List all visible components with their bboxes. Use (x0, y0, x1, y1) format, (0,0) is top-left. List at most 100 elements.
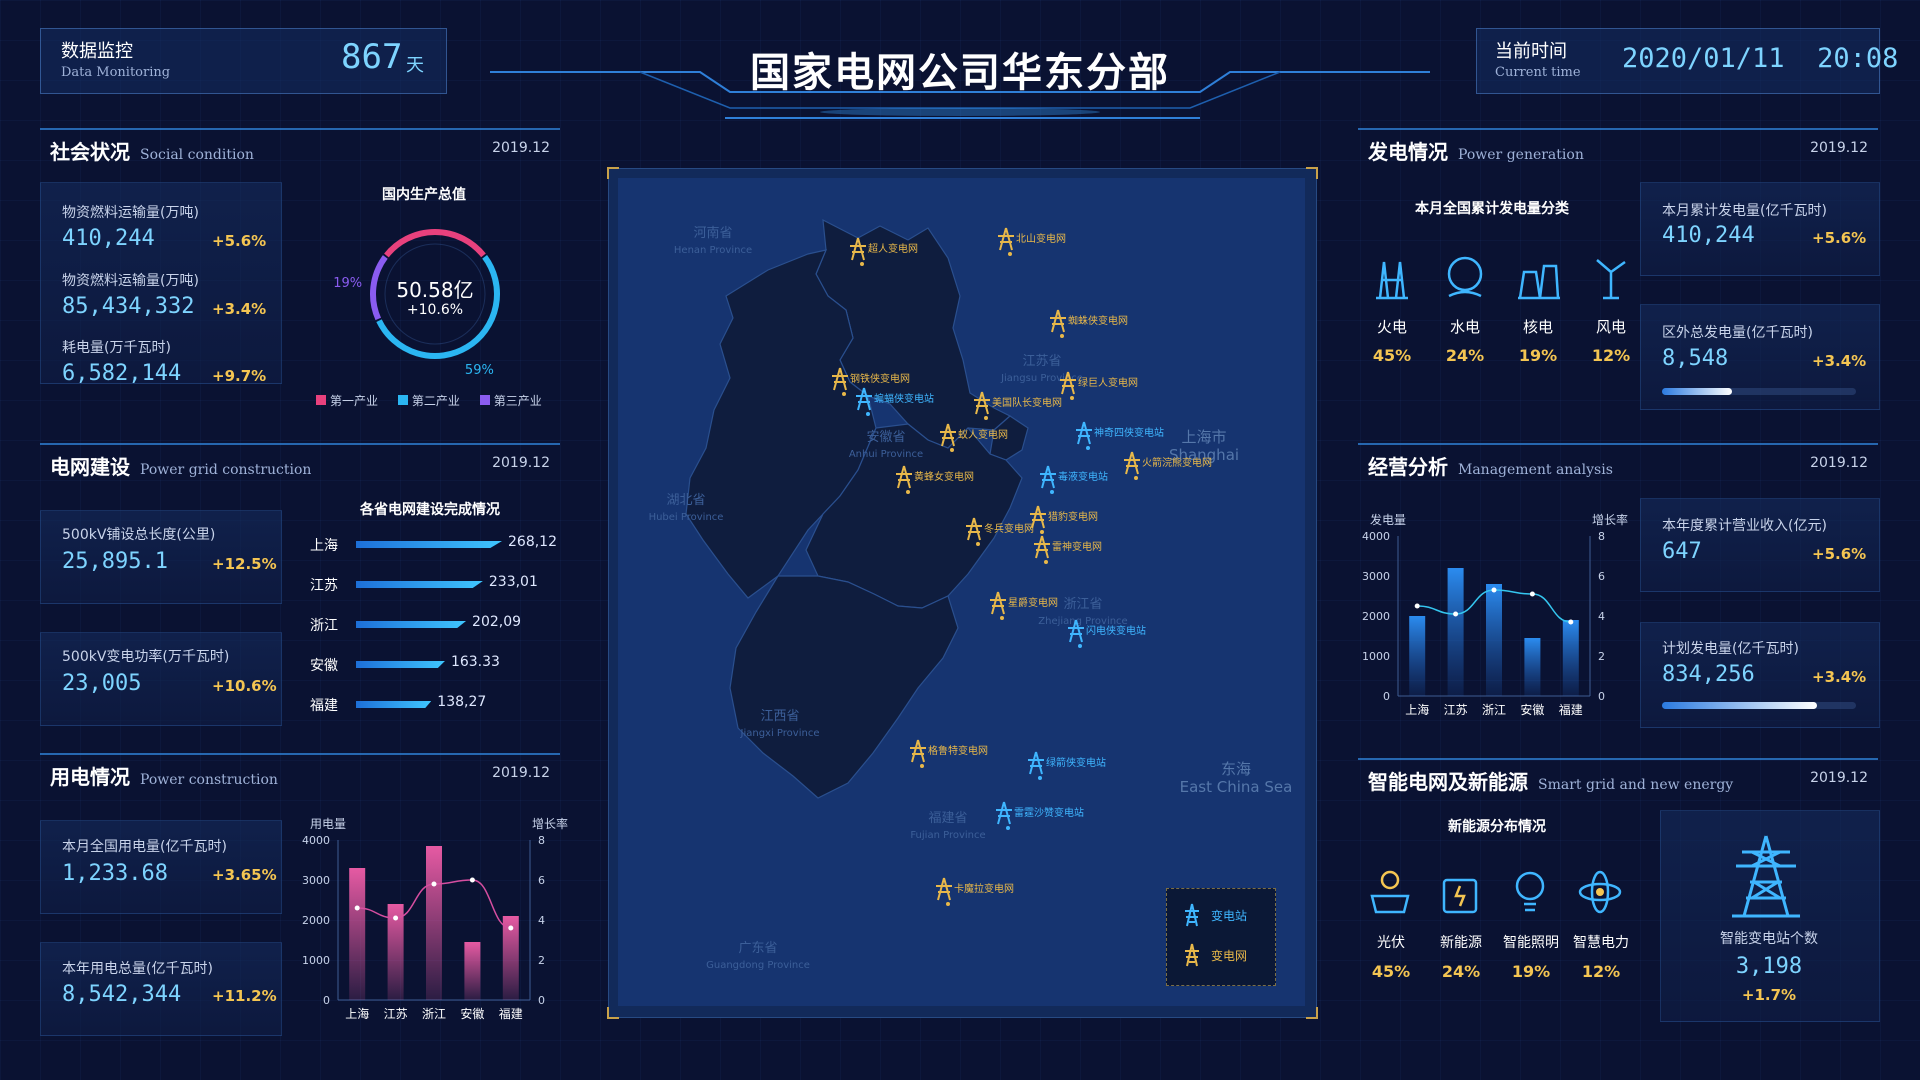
label-east-sea-en: East China Sea (1180, 778, 1293, 796)
bulb (1515, 871, 1545, 901)
smart-section-header: 智能电网及新能源 Smart grid and new energy 2019.1… (1358, 758, 1878, 800)
bar-value-2: 233,01 (488, 574, 538, 590)
marker-label: 星爵变电网 (1008, 596, 1058, 609)
usage-stat-2-panel (40, 942, 282, 1036)
thermal-power-icon (1376, 261, 1408, 300)
new-energy-categories: 光伏 45% 新能源 24% 智能照明 19% 智慧电力 12% (1356, 866, 1636, 996)
current-time: 2020/01/11 20:08 (1622, 43, 1899, 74)
legend-primary: 第一产业 (330, 394, 379, 408)
solar-panel (1370, 894, 1410, 914)
bar-2 (356, 581, 483, 588)
marker-dot (1134, 476, 1138, 480)
grid-stat-1-panel (40, 510, 282, 604)
social-stats-panel (40, 182, 282, 384)
growth-point-3 (1491, 587, 1497, 593)
growth-point-1 (354, 905, 360, 911)
social-stat-1-value: 410,244 (62, 226, 155, 251)
legend-swatch-primary (316, 395, 326, 405)
marker-17: 闪电侠变电站 (1068, 619, 1146, 648)
gen-stat-2-value: 8,548 (1662, 346, 1729, 371)
biz-stat-2-progress-fill (1662, 702, 1818, 709)
monitor-box: 数据监控 Data Monitoring 867 天 (40, 28, 447, 94)
bar-1 (349, 868, 366, 1000)
marker-dot (946, 902, 950, 906)
x-tick-4: 安徽 (460, 1006, 484, 1021)
smart-bulb-icon (1515, 871, 1545, 912)
marker-label: 黄蜂女变电网 (914, 470, 974, 483)
business-date: 2019.12 (1810, 455, 1868, 471)
province-grid-bar-chart: 上海 268,12 江苏 233,01 浙江 202,09 安徽 163.33 福建 138,27 (310, 534, 570, 735)
energy-cat-pct-3: 19% (1511, 962, 1551, 981)
marker-dot (920, 764, 924, 768)
growth-point-2 (393, 915, 399, 921)
legend-station-label: 变电站 (1211, 909, 1248, 923)
marker-label: 闪电侠变电站 (1086, 624, 1146, 637)
substation-icon (1040, 465, 1056, 489)
gdp-legend: 第一产业 第二产业 第三产业 (316, 392, 542, 409)
grid-tower-icon (1030, 505, 1046, 529)
map-corner-tl (607, 167, 619, 179)
marker-13: 猎豹变电网 (1030, 505, 1098, 534)
social-subtitle: Social condition (140, 147, 254, 163)
atom-icon (1578, 870, 1622, 914)
grid-tower-icon (1034, 535, 1050, 559)
gdp-slice-label-1: 32% (422, 210, 451, 214)
marker-label: 美国队长变电网 (992, 396, 1062, 409)
grid-tower-icon (1060, 371, 1076, 395)
grid-tower-icon (940, 423, 956, 447)
hydro-wheel (1447, 256, 1483, 292)
generation-cat-title: 本月全国累计发电量分类 (1415, 201, 1569, 217)
growth-point-4 (469, 877, 475, 883)
growth-point-3 (431, 881, 437, 887)
usage-bar-line-chart: 用电量 增长率 0 1000 2000 3000 4000 0 2 4 6 8 上海 江苏 浙江 安徽 福建 (302, 816, 568, 1021)
energy-cat-pct-4: 12% (1581, 962, 1621, 981)
marker-label: 绿巨人变电网 (1078, 376, 1138, 389)
station-label: 智能变电站个数 (1720, 931, 1818, 947)
smart-date: 2019.12 (1810, 770, 1868, 786)
marker-label: 火箭浣熊变电网 (1142, 456, 1212, 469)
label-zhejiang-en: Zhejiang Province (1038, 616, 1127, 627)
label-anhui: 安徽省 (866, 430, 905, 445)
gen-stat-2-progress-track (1662, 388, 1856, 395)
bar-5 (502, 916, 519, 1000)
gdp-center-change: +10.6% (406, 302, 464, 318)
east-china-map: 河南省 Henan Province 湖北省 Hubei Province 江西… (649, 218, 1293, 971)
energy-cat-name-2: 新能源 (1440, 935, 1482, 951)
grid-stat-2-label: 500kV变电功率(万千瓦时) (62, 649, 230, 665)
marker-label: 超人变电网 (868, 242, 918, 255)
marker-label: 格鲁特变电网 (928, 744, 988, 757)
grid-stat-1-change: +12.5% (212, 555, 277, 573)
marker-label: 雷神变电网 (1052, 540, 1102, 553)
bar-4 (1524, 638, 1541, 696)
biz-stat-2-change: +3.4% (1812, 668, 1867, 686)
y-axis-label-right: 增长率 (532, 816, 568, 831)
y-tick-right: 2 (538, 954, 545, 967)
bar-category-5: 福建 (310, 698, 338, 714)
marker-label: 神奇四侠变电站 (1094, 426, 1164, 439)
marker-18: 格鲁特变电网 (910, 739, 988, 768)
y-tick-left: 0 (323, 994, 330, 1007)
x-tick-1: 上海 (1405, 702, 1429, 717)
y-tick-right: 8 (1598, 530, 1605, 543)
bar-3 (426, 846, 442, 1000)
hydro-water (1448, 290, 1482, 298)
grid-subtitle: Power grid construction (140, 462, 312, 478)
business-section-header: 经营分析 Management analysis 2019.12 (1358, 443, 1878, 485)
biz-stat-2-progress-track (1662, 702, 1856, 709)
substation-icon (996, 801, 1012, 825)
label-shanghai-en: Shanghai (1169, 446, 1239, 464)
time-box: 当前时间 Current time 2020/01/11 20:08 (1476, 28, 1898, 94)
wind-power-icon-shape (1596, 259, 1626, 300)
region-fujian (729, 575, 959, 799)
label-hubei: 湖北省 (666, 493, 705, 508)
gdp-slice-2 (376, 255, 500, 359)
grid-stat-1-value: 25,895.1 (62, 549, 168, 574)
marker-dot (1044, 560, 1048, 564)
region-zhejiang (805, 423, 1023, 609)
marker-label: 绿箭侠变电站 (1046, 756, 1106, 769)
grid-bars-title: 各省电网建设完成情况 (360, 502, 500, 518)
label-jiangsu-en: Jiangsu Province (1000, 373, 1083, 384)
marker-12: 毒液变电站 (1040, 465, 1108, 494)
marker-dot (866, 412, 870, 416)
smart-subtitle: Smart grid and new energy (1538, 777, 1734, 793)
